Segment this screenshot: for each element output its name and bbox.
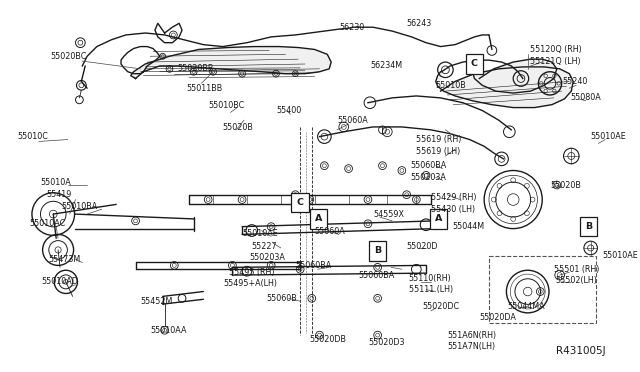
Text: 55060BA: 55060BA — [295, 261, 332, 270]
Polygon shape — [131, 46, 331, 78]
Text: 55010AE: 55010AE — [591, 132, 627, 141]
Text: 55010AC: 55010AC — [29, 219, 65, 228]
Text: 55502(LH): 55502(LH) — [556, 276, 598, 285]
FancyBboxPatch shape — [430, 209, 447, 229]
Text: 55419: 55419 — [47, 190, 72, 199]
Text: 55240: 55240 — [563, 77, 588, 86]
Text: 55010AD: 55010AD — [42, 278, 79, 286]
Text: 55010AE: 55010AE — [242, 229, 278, 238]
Text: 55121Q (LH): 55121Q (LH) — [530, 57, 580, 65]
Text: 55400: 55400 — [276, 106, 301, 115]
FancyBboxPatch shape — [291, 193, 309, 212]
FancyBboxPatch shape — [369, 241, 387, 260]
Text: 55452M: 55452M — [140, 297, 173, 306]
Text: 55060B: 55060B — [266, 294, 297, 303]
Text: 55010BA: 55010BA — [61, 202, 97, 211]
Text: C: C — [297, 198, 303, 207]
Text: 55060BA: 55060BA — [410, 161, 447, 170]
Text: 55060A: 55060A — [337, 116, 368, 125]
Text: 55011BB: 55011BB — [186, 84, 222, 93]
Text: 56243: 56243 — [406, 19, 432, 28]
Text: 55044M: 55044M — [452, 222, 484, 231]
Text: B: B — [374, 246, 381, 255]
Text: 55473M: 55473M — [49, 255, 81, 264]
Text: 55010C: 55010C — [17, 132, 48, 141]
Text: 56230: 56230 — [339, 23, 364, 32]
Text: 55020D3: 55020D3 — [368, 339, 404, 347]
Text: 54559X: 54559X — [374, 209, 404, 219]
Text: 55020B: 55020B — [223, 124, 253, 132]
Text: 55020B: 55020B — [550, 180, 581, 189]
Text: 55020DC: 55020DC — [422, 302, 460, 311]
Text: 55044MA: 55044MA — [508, 302, 545, 311]
Text: C: C — [471, 60, 478, 68]
Text: R431005J: R431005J — [556, 346, 605, 356]
FancyBboxPatch shape — [466, 54, 483, 74]
Text: 55429 (RH): 55429 (RH) — [431, 193, 476, 202]
Text: 55010B: 55010B — [436, 81, 467, 90]
Text: 55227: 55227 — [252, 241, 277, 250]
Text: 55501 (RH): 55501 (RH) — [554, 265, 599, 274]
Text: 55495 (RH): 55495 (RH) — [230, 268, 275, 277]
Bar — [489, 256, 595, 324]
Text: 551A7N(LH): 551A7N(LH) — [447, 342, 495, 351]
Text: 55080A: 55080A — [570, 93, 601, 102]
Text: 55430 (LH): 55430 (LH) — [431, 205, 475, 214]
Text: 55619 (RH): 55619 (RH) — [417, 135, 461, 144]
Text: 55020D: 55020D — [406, 241, 438, 250]
Text: 55619 (LH): 55619 (LH) — [417, 147, 461, 155]
Text: 55010AE: 55010AE — [602, 251, 638, 260]
Text: 56234M: 56234M — [370, 61, 402, 70]
Text: A: A — [315, 214, 323, 224]
FancyBboxPatch shape — [580, 217, 597, 236]
Text: 55020DB: 55020DB — [310, 336, 347, 344]
Text: A: A — [435, 214, 442, 224]
Text: 550203A: 550203A — [250, 253, 285, 262]
Text: 55020BC: 55020BC — [51, 52, 87, 61]
Text: 55495+A(LH): 55495+A(LH) — [223, 279, 278, 288]
Text: 55111 (LH): 55111 (LH) — [408, 285, 452, 294]
Text: 55120Q (RH): 55120Q (RH) — [530, 45, 581, 54]
Text: 55110(RH): 55110(RH) — [408, 275, 451, 283]
Text: 55020DA: 55020DA — [479, 313, 516, 322]
Text: 55020BB: 55020BB — [177, 64, 214, 73]
Text: B: B — [585, 222, 592, 231]
Text: 55060BA: 55060BA — [358, 270, 394, 280]
Text: 55010AA: 55010AA — [150, 326, 187, 335]
Polygon shape — [436, 67, 573, 108]
Text: 551A6N(RH): 551A6N(RH) — [447, 331, 497, 340]
Text: 550203A: 550203A — [410, 173, 447, 182]
Text: 55060A: 55060A — [315, 227, 346, 236]
Text: 55010A: 55010A — [41, 177, 72, 187]
Text: 55010BC: 55010BC — [208, 101, 244, 110]
Polygon shape — [472, 59, 557, 93]
FancyBboxPatch shape — [310, 209, 327, 229]
